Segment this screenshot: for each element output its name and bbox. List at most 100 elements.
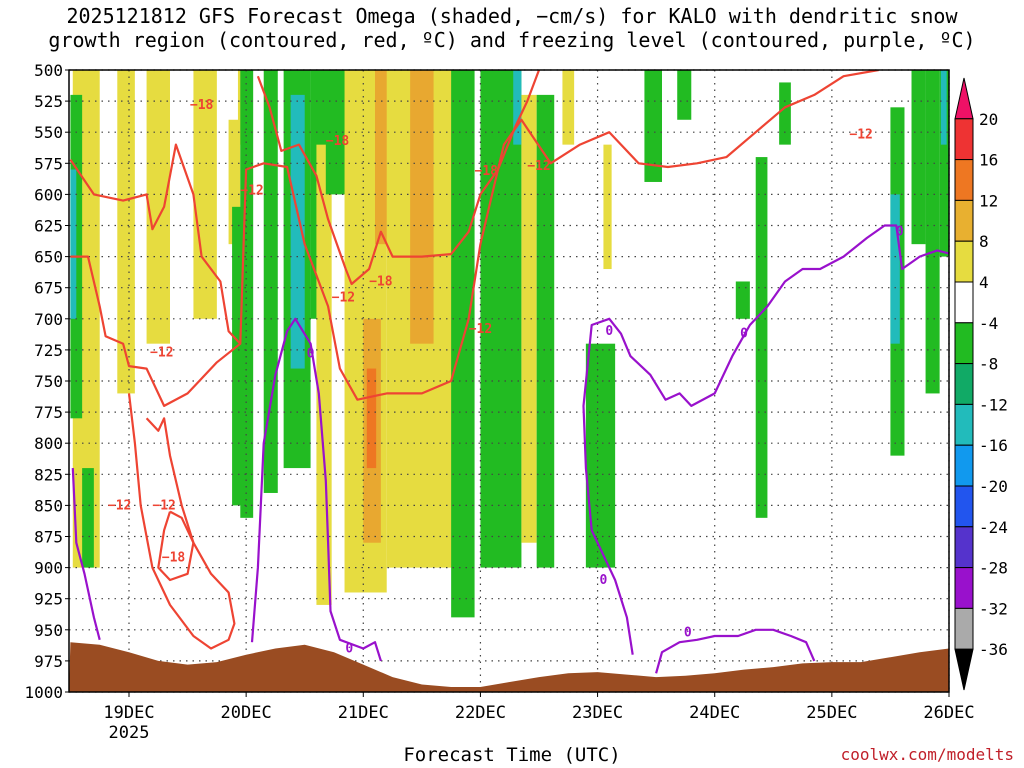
omega-cell [911, 70, 926, 245]
contour-label: 0 [307, 347, 315, 362]
omega-cell [70, 169, 77, 319]
contour-label: 0 [605, 324, 613, 339]
omega-cell [513, 70, 522, 145]
omega-cell [1019, 70, 1024, 132]
omega-shading [70, 70, 1024, 618]
omega-cell [562, 70, 575, 145]
colorbar-label: 20 [979, 110, 998, 129]
colorbar-label: -16 [979, 436, 1008, 455]
x-tick-label: 24DEC [689, 703, 740, 723]
title-line-2: growth region (contoured, red, ºC) and f… [48, 28, 976, 52]
dgz-contour-line [69, 70, 879, 401]
omega-cell [1002, 232, 1008, 307]
contour-label: −12 [240, 184, 263, 199]
freezing-level-contours [71, 224, 949, 674]
chart-title: 2025121812 GFS Forecast Omega (shaded, −… [0, 4, 1024, 52]
colorbar-segment [954, 363, 974, 405]
omega-cell [644, 70, 662, 182]
x-tick-label: 26DEC [923, 703, 974, 723]
colorbar-segment [954, 240, 974, 283]
y-axis: 500 525 550 575 600 625 650 675 700 725 750 775 800 8… [24, 61, 69, 702]
omega-cell [890, 194, 900, 344]
colorbar-bottom-triangle [954, 648, 974, 691]
x-tick-label: 25DEC [806, 703, 857, 723]
y-tick-label: 800 [34, 434, 63, 453]
x-tick-label: 21DEC [338, 703, 389, 723]
freezing-contour-line [655, 628, 816, 674]
contour-label: 0 [740, 327, 748, 342]
x-tick-label: 23DEC [572, 703, 623, 723]
contour-label: −12 [108, 498, 131, 513]
y-tick-label: 550 [34, 123, 63, 142]
omega-cell [117, 70, 135, 394]
omega-cell [146, 70, 170, 344]
omega-cell [536, 94, 555, 568]
y-tick-label: 500 [34, 61, 63, 80]
y-tick-label: 850 [34, 496, 63, 515]
colorbar-top-triangle [954, 77, 974, 120]
contour-label: −12 [849, 128, 872, 143]
y-tick-label: 600 [34, 185, 63, 204]
contour-label: 0 [345, 641, 353, 656]
omega-cell [998, 194, 1010, 343]
y-tick-label: 775 [34, 403, 63, 422]
contour-label: 0 [600, 573, 608, 588]
dgz-contour-line [256, 70, 541, 286]
contour-label: 0 [684, 625, 692, 640]
colorbar-label: -8 [979, 355, 998, 374]
omega-cell [232, 206, 244, 506]
x-axis-label: Forecast Time (UTC) [403, 744, 621, 766]
y-tick-label: 900 [34, 559, 63, 578]
colorbar-segment [954, 444, 974, 487]
y-tick-label: 875 [34, 528, 63, 547]
omega-cell [994, 219, 1014, 567]
terrain-fill [69, 642, 949, 692]
y-tick-label: 525 [34, 92, 63, 111]
omega-cell [939, 70, 949, 257]
omega-cell [735, 281, 750, 319]
omega-cell [940, 70, 947, 145]
colorbar-segment [954, 526, 974, 569]
y-tick-label: 975 [34, 652, 63, 671]
credit-link[interactable]: coolwx.com/modelts [840, 745, 1014, 764]
contour-label: −18 [162, 551, 186, 566]
x-tick-label: 19DEC [103, 703, 154, 723]
y-tick-label: 825 [34, 465, 63, 484]
y-tick-label: 1000 [24, 683, 63, 702]
contour-label: −12 [469, 322, 492, 337]
omega-cell [316, 144, 332, 605]
y-tick-label: 925 [34, 590, 63, 609]
freezing-contour-line [582, 224, 949, 655]
y-tick-label: 700 [34, 310, 63, 329]
contour-label: 0 [896, 225, 904, 240]
colorbar-segment [954, 607, 974, 650]
contour-labels: −18 −12 −18 −12 −18 −18 −12 −12 −12 −12 −12 −18 −12 0… [108, 98, 904, 657]
colorbar-segment [954, 485, 974, 528]
contour-label: −12 [150, 345, 173, 360]
omega-cell [366, 368, 377, 469]
colorbar-label: 16 [979, 151, 998, 170]
colorbar-label: -24 [979, 518, 1008, 537]
y-tick-label: 675 [34, 279, 63, 298]
omega-cell [290, 94, 305, 369]
y-tick-label: 650 [34, 248, 63, 267]
terrain [69, 642, 949, 692]
freezing-contour-line [71, 468, 101, 641]
omega-cell [779, 82, 791, 145]
x-tick-label: 22DEC [455, 703, 506, 723]
dgz-contour-line [70, 255, 241, 407]
colorbar-segment [954, 567, 974, 609]
omega-cell [451, 70, 475, 618]
colorbar-segment [954, 322, 974, 365]
contour-label: −18 [190, 98, 214, 113]
y-tick-label: 725 [34, 341, 63, 360]
colorbar-label: -32 [979, 599, 1008, 618]
colorbar-label: -20 [979, 477, 1008, 496]
colorbar-label: -4 [979, 314, 998, 333]
contour-label: −18 [326, 134, 350, 149]
y-tick-label: 750 [34, 372, 63, 391]
colorbar-label: -36 [979, 640, 1008, 659]
colorbar-label: 12 [979, 191, 998, 210]
y-tick-label: 575 [34, 154, 63, 173]
